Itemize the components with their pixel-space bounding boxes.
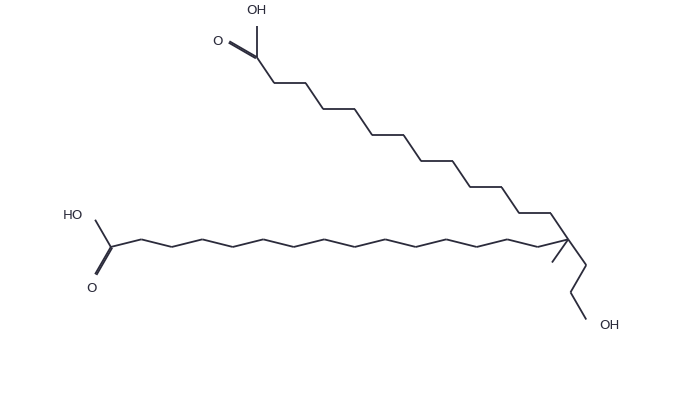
Text: HO: HO: [63, 209, 83, 222]
Text: O: O: [86, 282, 96, 295]
Text: OH: OH: [599, 319, 620, 332]
Text: OH: OH: [247, 4, 267, 17]
Text: O: O: [212, 35, 222, 48]
